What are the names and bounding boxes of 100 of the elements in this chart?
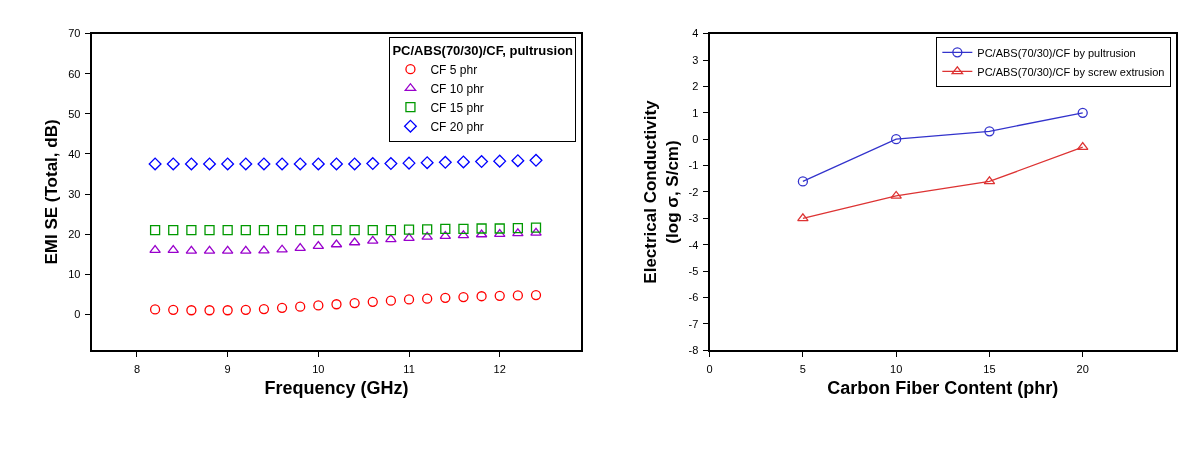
point bbox=[312, 240, 325, 250]
point bbox=[984, 126, 995, 137]
point bbox=[331, 299, 342, 310]
x-tick-label: 0 bbox=[706, 362, 713, 375]
y-tick-label: 60 bbox=[68, 67, 81, 80]
y-tick-label: -8 bbox=[688, 344, 699, 357]
y-tick-label: 1 bbox=[692, 106, 699, 119]
point bbox=[512, 228, 524, 237]
point bbox=[167, 244, 180, 254]
y-tick-label: -4 bbox=[688, 238, 699, 251]
x-axis-title: Frequency (GHz) bbox=[264, 378, 409, 399]
point bbox=[276, 244, 288, 253]
y-tick-label: -3 bbox=[688, 212, 699, 225]
point bbox=[1076, 141, 1089, 151]
x-tick-label: 12 bbox=[493, 362, 506, 375]
point bbox=[329, 157, 343, 171]
point bbox=[257, 157, 271, 171]
x-tick-label: 10 bbox=[312, 362, 325, 375]
point bbox=[203, 157, 217, 171]
x-tick-label: 10 bbox=[890, 362, 903, 375]
x-axis-title: Carbon Fiber Content (phr) bbox=[827, 378, 1059, 399]
y-tick-label: 4 bbox=[692, 27, 699, 40]
point bbox=[276, 302, 288, 313]
point bbox=[456, 155, 470, 169]
point bbox=[494, 223, 505, 234]
y-axis-title: Electrical Conductivity (log σ, S/cm) bbox=[640, 99, 682, 284]
point bbox=[385, 295, 397, 306]
point bbox=[295, 224, 306, 236]
y-tick-label: 30 bbox=[68, 187, 81, 200]
point bbox=[258, 245, 270, 254]
point bbox=[438, 155, 452, 169]
point bbox=[422, 293, 433, 304]
x-tick-label: 9 bbox=[224, 362, 231, 375]
y-axis-title: EMI SE (Total, dB) bbox=[42, 119, 62, 265]
y-tick-label: 70 bbox=[68, 27, 81, 40]
point bbox=[512, 290, 524, 301]
point bbox=[385, 224, 397, 236]
x-tick-label: 5 bbox=[799, 362, 806, 375]
point bbox=[494, 290, 505, 301]
point bbox=[402, 156, 416, 170]
point bbox=[367, 224, 378, 236]
y-tick-label: 50 bbox=[68, 107, 81, 120]
point bbox=[204, 305, 215, 316]
point bbox=[475, 155, 489, 169]
point bbox=[258, 224, 270, 236]
point bbox=[403, 232, 415, 241]
point bbox=[458, 291, 469, 303]
point bbox=[222, 305, 233, 316]
point bbox=[221, 157, 235, 171]
point bbox=[186, 224, 197, 236]
point bbox=[275, 157, 289, 171]
point bbox=[403, 294, 415, 305]
point bbox=[276, 224, 288, 236]
x-tick-label: 15 bbox=[983, 362, 996, 375]
point bbox=[258, 303, 270, 315]
point bbox=[422, 224, 433, 235]
legend-label: PC/ABS(70/30)/CF by screw extrusion bbox=[977, 65, 1165, 78]
point bbox=[149, 244, 161, 254]
point bbox=[222, 224, 233, 236]
point bbox=[440, 292, 451, 303]
point bbox=[384, 157, 398, 171]
point bbox=[331, 224, 342, 236]
point bbox=[420, 156, 434, 170]
y-tick-label: 40 bbox=[68, 147, 81, 160]
y-tick-label: -7 bbox=[688, 317, 699, 330]
point bbox=[294, 242, 307, 252]
point bbox=[458, 223, 469, 235]
point bbox=[293, 157, 307, 171]
y-tick-label: 10 bbox=[68, 268, 81, 281]
y-tick-label: 0 bbox=[74, 308, 81, 321]
point bbox=[366, 157, 380, 171]
y-tick-label: 20 bbox=[68, 227, 81, 240]
point bbox=[184, 157, 198, 171]
x-tick-label: 20 bbox=[1076, 362, 1089, 375]
point bbox=[168, 304, 179, 316]
point bbox=[476, 223, 487, 234]
legend-label: CF 10 phr bbox=[430, 81, 484, 96]
point bbox=[148, 157, 162, 171]
y-tick-label: -2 bbox=[688, 185, 699, 198]
point bbox=[240, 304, 251, 316]
point bbox=[530, 222, 542, 233]
point bbox=[440, 223, 451, 235]
legend-label: CF 20 phr bbox=[430, 119, 484, 134]
point bbox=[476, 291, 487, 302]
y-tick-label: 3 bbox=[692, 53, 699, 66]
point bbox=[349, 297, 360, 309]
point bbox=[311, 157, 325, 171]
point bbox=[403, 224, 415, 235]
point bbox=[313, 300, 324, 311]
y-tick-label: -1 bbox=[688, 159, 699, 172]
point bbox=[186, 305, 197, 316]
legend-title: PC/ABS(70/30)/CF, pultrusion bbox=[392, 42, 574, 58]
point bbox=[295, 301, 306, 312]
y-tick-label: 2 bbox=[692, 80, 699, 93]
point bbox=[168, 224, 179, 236]
point bbox=[240, 224, 251, 236]
point bbox=[149, 304, 161, 315]
point bbox=[797, 176, 809, 187]
point bbox=[511, 154, 525, 168]
y-tick-label: 0 bbox=[692, 133, 699, 146]
